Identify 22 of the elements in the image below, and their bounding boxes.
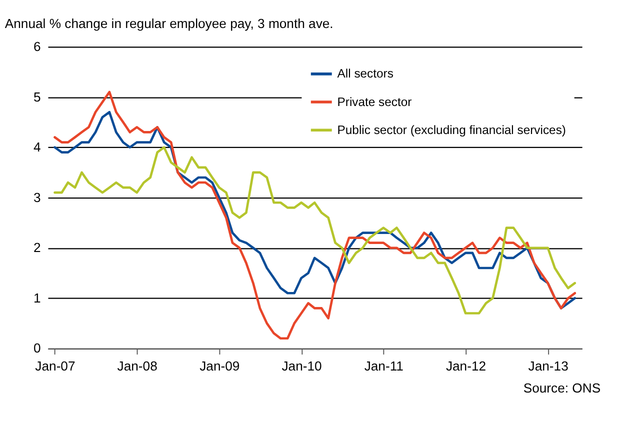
y-tick-label: 3 <box>33 190 41 205</box>
y-tick-label: 0 <box>33 340 41 356</box>
y-tick-label: 1 <box>33 290 41 306</box>
x-tick-label: Jan-09 <box>200 358 240 374</box>
x-tick-label: Jan-10 <box>282 358 322 374</box>
legend-label: All sectors <box>337 66 394 81</box>
y-tick-label: 4 <box>33 140 41 155</box>
legend-label: Public sector (excluding financial services) <box>337 122 566 137</box>
x-tick-label: Jan-11 <box>364 358 404 374</box>
x-tick-label: Jan-08 <box>117 358 158 374</box>
x-tick-label: Jan-13 <box>528 358 568 374</box>
legend-label: Private sector <box>337 94 412 109</box>
x-tick-label: Jan-12 <box>446 358 486 374</box>
line-series <box>54 110 576 310</box>
y-tick-label: 6 <box>33 38 41 54</box>
line-series <box>54 146 576 314</box>
chart-title: Annual % change in regular employee pay, 3 month ave. <box>4 16 334 32</box>
y-tick-label: 5 <box>33 89 41 104</box>
line-series <box>54 90 576 340</box>
source-note: Source: ONS <box>523 380 601 396</box>
x-tick-label: Jan-07 <box>35 358 76 374</box>
y-tick-label: 2 <box>33 240 41 256</box>
